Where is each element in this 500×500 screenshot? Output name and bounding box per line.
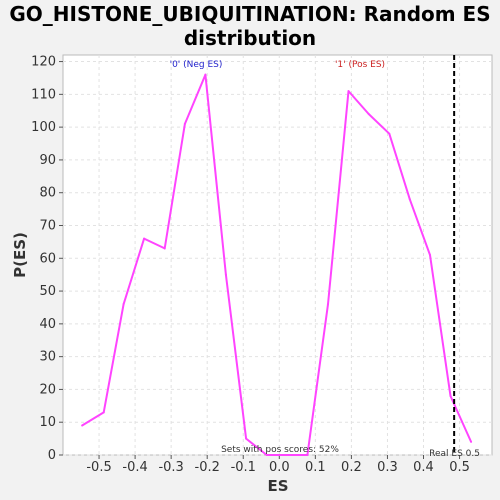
x-tick-label: -0.2: [195, 460, 220, 475]
real-es-label: Real ES 0.5: [429, 449, 480, 459]
x-tick-label: -0.3: [158, 460, 183, 475]
y-axis-title: P(ES): [11, 232, 29, 278]
data-point: [326, 303, 329, 306]
y-tick-label: 0: [48, 448, 56, 463]
y-tick-label: 60: [39, 251, 56, 266]
y-tick-label: 100: [31, 120, 56, 135]
x-tick-label: 0.4: [413, 460, 434, 475]
data-point: [470, 440, 473, 443]
data-point: [408, 198, 411, 201]
y-tick-label: 70: [39, 218, 56, 233]
x-tick-label: 0.3: [377, 460, 398, 475]
chart-title-line-1: GO_HISTONE_UBIQUITINATION: Random ES: [9, 2, 491, 26]
x-tick-label: 0.1: [305, 460, 326, 475]
chart-title-line-2: distribution: [183, 26, 317, 50]
series-line: [81, 73, 473, 456]
data-point: [286, 454, 289, 456]
chart-title: GO_HISTONE_UBIQUITINATION: Random ES dis…: [0, 2, 500, 50]
x-tick-label: 0.2: [341, 460, 362, 475]
y-tick-label: 90: [39, 153, 56, 168]
data-point: [306, 454, 309, 456]
data-point: [265, 454, 268, 456]
data-point: [388, 132, 391, 135]
data-point: [245, 437, 248, 440]
y-tick-label: 120: [31, 55, 56, 70]
x-tick-label: -0.1: [231, 460, 256, 475]
plot-area: [62, 54, 493, 456]
data-point: [81, 424, 84, 427]
y-tick-label: 110: [31, 87, 56, 102]
data-point: [367, 113, 370, 116]
grid-lines: [63, 55, 492, 456]
data-point: [449, 394, 452, 397]
data-point: [143, 237, 146, 240]
y-tick-label: 30: [39, 350, 56, 365]
axes: 0 10 20 30 40 50 60 70 80 90 100 110 120 -0.5 -0.4 -0.3…: [31, 55, 470, 475]
x-tick-label: 0.0: [269, 460, 290, 475]
y-tick-label: 40: [39, 317, 56, 332]
annotations: '0' (Neg ES) '1' (Pos ES) Sets with pos sc…: [170, 55, 480, 459]
neg-es-label: '0' (Neg ES): [170, 60, 223, 70]
y-tick-label: 10: [39, 415, 56, 430]
data-point: [224, 273, 227, 276]
x-tick-label: -0.4: [122, 460, 147, 475]
data-point: [122, 303, 125, 306]
pos-scores-label: Sets with pos scores: 52%: [221, 445, 339, 455]
data-point: [347, 90, 350, 93]
data-point: [183, 122, 186, 125]
x-tick-label: -0.5: [86, 460, 111, 475]
y-tick-label: 50: [39, 284, 56, 299]
data-point: [163, 247, 166, 250]
pos-es-label: '1' (Pos ES): [335, 60, 385, 70]
series-layer: [81, 73, 473, 456]
data-point: [102, 411, 105, 414]
data-point: [428, 254, 431, 256]
x-tick-label: 0.5: [449, 460, 470, 475]
x-axis-title: ES: [267, 477, 288, 495]
y-tick-label: 20: [39, 382, 56, 397]
y-tick-label: 80: [39, 186, 56, 201]
data-point: [204, 73, 207, 76]
